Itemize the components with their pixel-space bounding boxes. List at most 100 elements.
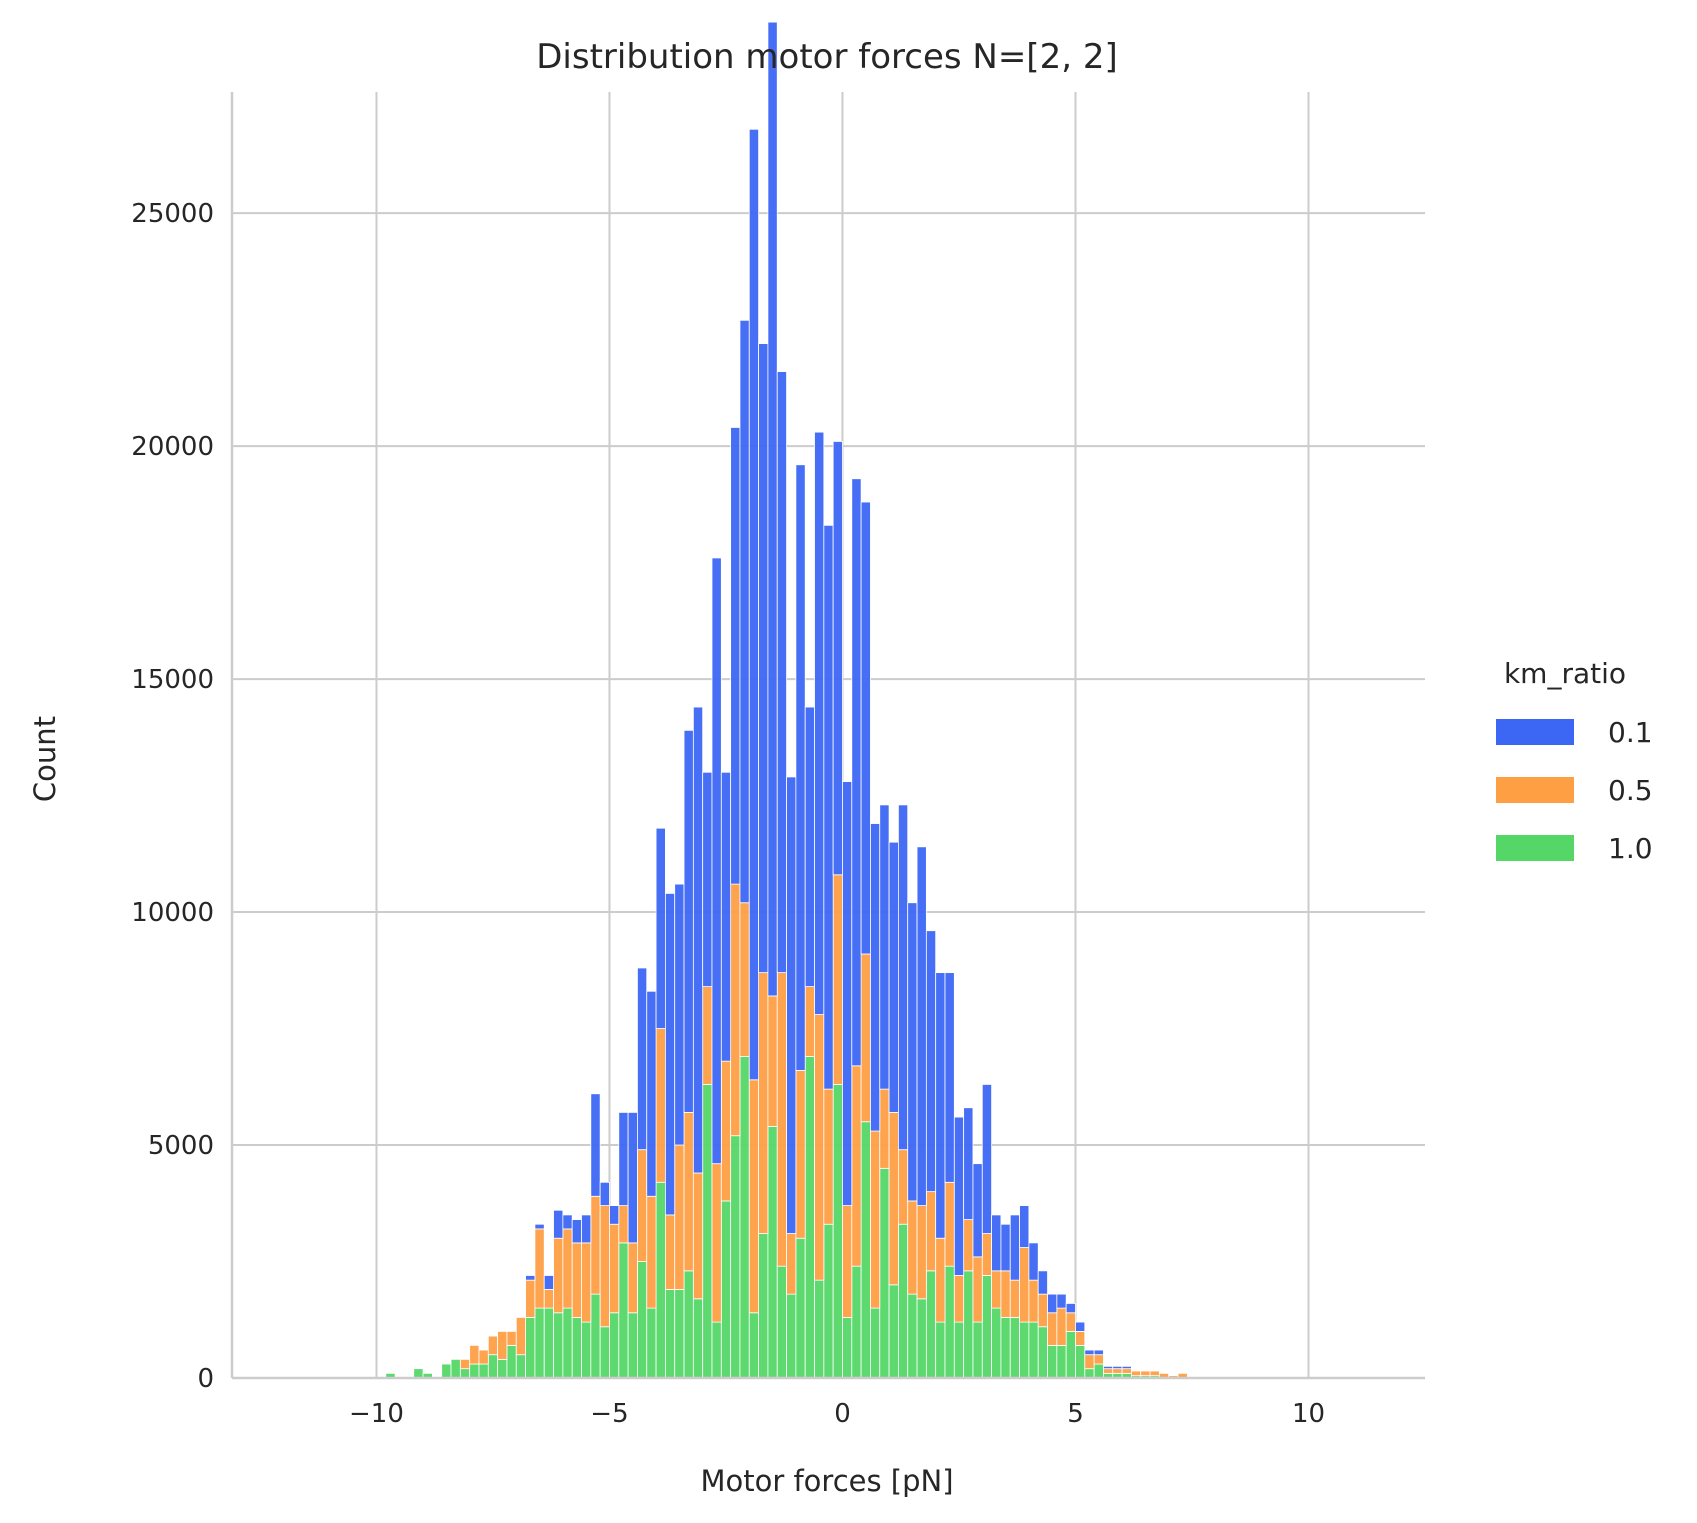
bar	[553, 1237, 564, 1314]
series-0.5	[459, 874, 1188, 1379]
bar	[963, 1107, 974, 1220]
bar	[609, 1205, 620, 1225]
bar	[618, 1205, 629, 1244]
bar	[758, 343, 769, 974]
bar	[730, 883, 741, 1137]
bar	[758, 1233, 769, 1379]
bar	[664, 1289, 676, 1379]
bar	[935, 1237, 946, 1323]
bar	[459, 1368, 471, 1379]
bar	[1009, 1317, 1020, 1379]
bar	[720, 771, 732, 1062]
bar	[916, 1298, 927, 1379]
bar	[981, 1275, 993, 1379]
legend-swatch	[1496, 835, 1574, 861]
bar	[925, 930, 937, 1193]
bar	[814, 431, 825, 1015]
bar	[1000, 1270, 1011, 1318]
x-axis-label: Motor forces [pN]	[700, 1464, 953, 1498]
bar	[925, 1191, 937, 1272]
bar	[1149, 1370, 1160, 1377]
bar	[944, 972, 955, 1183]
bar	[953, 1116, 965, 1276]
bar	[879, 804, 890, 1090]
bar	[748, 1312, 759, 1379]
bar	[991, 1270, 1002, 1309]
x-tick-label: 5	[1067, 1399, 1084, 1429]
bar	[664, 893, 676, 1216]
bar	[898, 1223, 909, 1379]
bar	[1075, 1321, 1086, 1332]
bar	[935, 1321, 946, 1379]
bar	[571, 1317, 582, 1379]
bar	[655, 1181, 666, 1379]
bar	[692, 706, 704, 1174]
bar	[1065, 1303, 1076, 1314]
bar	[664, 1214, 676, 1290]
y-tick-label: 15000	[131, 665, 214, 695]
bar	[702, 1084, 713, 1379]
legend-swatch	[1496, 777, 1574, 803]
bar	[907, 1200, 918, 1295]
bar	[534, 1223, 545, 1230]
bar	[543, 1275, 554, 1290]
bar	[506, 1344, 517, 1379]
bar	[1047, 1312, 1058, 1346]
bar	[786, 776, 797, 1234]
bar	[1093, 1349, 1104, 1356]
bar	[1000, 1223, 1011, 1272]
bar	[515, 1354, 526, 1379]
bar	[879, 1088, 890, 1169]
bar	[888, 1284, 899, 1379]
bar	[767, 1125, 778, 1379]
bar	[655, 827, 666, 1029]
bar	[581, 1214, 592, 1244]
bar	[739, 1056, 750, 1379]
bar	[730, 1135, 741, 1379]
bar	[935, 972, 946, 1239]
bar	[1084, 1349, 1095, 1356]
bar	[804, 986, 815, 1057]
bar	[1047, 1293, 1058, 1314]
bar	[963, 1219, 974, 1272]
bar	[888, 1112, 899, 1286]
legend-label: 0.5	[1608, 774, 1653, 807]
bar	[543, 1307, 554, 1379]
bar	[795, 1237, 806, 1379]
bar	[981, 1084, 993, 1234]
bar	[1056, 1293, 1067, 1309]
bar	[1140, 1370, 1151, 1377]
bar	[851, 1265, 862, 1379]
bar	[450, 1358, 461, 1379]
bar	[609, 1312, 620, 1379]
bar	[814, 1279, 825, 1379]
bar	[441, 1363, 452, 1379]
bar	[1103, 1368, 1114, 1374]
bar	[692, 1298, 704, 1379]
bar	[627, 1112, 638, 1244]
bar	[1037, 1293, 1048, 1328]
bar	[590, 1293, 601, 1379]
bar	[1019, 1247, 1030, 1323]
bar	[497, 1358, 508, 1379]
bar	[972, 1256, 983, 1323]
bar	[627, 1242, 638, 1314]
bar	[506, 1331, 517, 1346]
bar	[1121, 1365, 1132, 1370]
bar	[860, 501, 871, 955]
bar	[562, 1307, 573, 1379]
bar	[683, 729, 694, 1113]
x-tick-label: −10	[349, 1399, 404, 1429]
bar	[525, 1275, 536, 1281]
bar	[870, 1307, 881, 1379]
bar	[1093, 1363, 1104, 1379]
bar	[655, 1028, 666, 1183]
bar	[1093, 1354, 1104, 1365]
bar	[870, 1130, 881, 1309]
bar	[1131, 1370, 1142, 1377]
bar	[469, 1363, 480, 1379]
x-tick-label: −5	[590, 1399, 628, 1429]
bar	[720, 1060, 732, 1202]
bar	[525, 1317, 536, 1379]
bar	[1065, 1331, 1076, 1379]
